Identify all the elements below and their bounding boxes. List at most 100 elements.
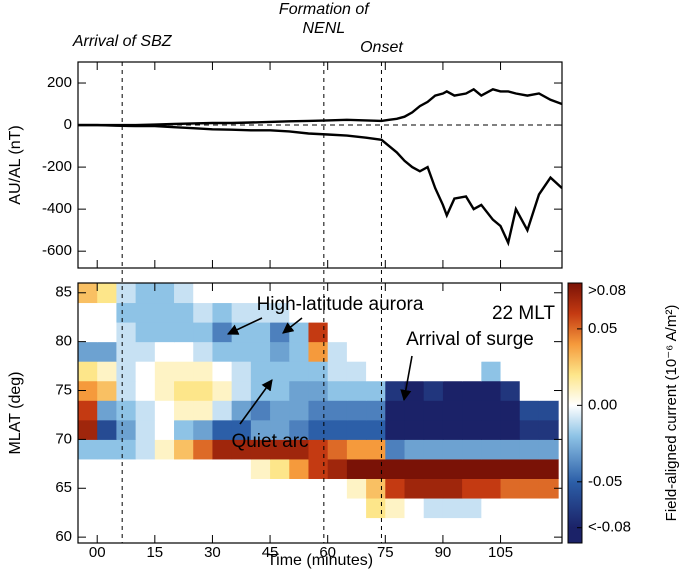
heatmap-cell	[538, 498, 559, 519]
heatmap-cell	[270, 302, 290, 323]
heatmap-cell	[385, 322, 406, 343]
heatmap-cell	[97, 302, 117, 323]
heatmap-cell	[481, 341, 502, 362]
heatmap-cell	[385, 419, 406, 440]
heatmap-cell	[462, 478, 482, 499]
heatmap-cell	[78, 380, 98, 401]
heatmap-cell	[97, 478, 117, 499]
heatmap-cell	[462, 419, 482, 440]
heatmap-cell	[135, 439, 156, 460]
heatmap-cell	[404, 322, 425, 343]
heatmap-cell	[327, 439, 348, 460]
x-tick-label: 30	[204, 544, 221, 561]
au-al-line	[78, 123, 562, 247]
heatmap-cell	[174, 380, 194, 401]
heatmap-cell	[97, 419, 117, 440]
x-tick-label: 90	[435, 544, 452, 561]
heatmap-cell	[231, 478, 252, 499]
heatmap-cell	[462, 302, 482, 323]
plot-frame	[77, 61, 563, 269]
heatmap-cell	[423, 439, 444, 460]
heatmap-cell	[423, 322, 444, 343]
heatmap-cell	[135, 458, 156, 479]
heatmap-cell	[442, 498, 463, 519]
heatmap-cell	[193, 322, 213, 343]
heatmap-cell	[308, 361, 329, 382]
heatmap-cell	[481, 400, 502, 421]
heatmap-cell	[327, 458, 348, 479]
heatmap-cell	[270, 380, 290, 401]
heatmap-cell	[538, 380, 559, 401]
heatmap-cell	[308, 458, 329, 479]
heatmap-cell	[442, 341, 463, 362]
heatmap-cell	[327, 498, 348, 519]
heatmap-cell	[481, 458, 502, 479]
x-tick-label: 00	[89, 544, 106, 561]
heatmap-cell	[442, 458, 463, 479]
heatmap-cell	[462, 322, 482, 343]
heatmap-cell	[289, 341, 309, 362]
heatmap-cell	[385, 361, 406, 382]
heatmap-cell	[500, 400, 521, 421]
heatmap-cell	[174, 478, 194, 499]
heatmap-cell	[193, 361, 213, 382]
heatmap-cell	[135, 322, 156, 343]
event-label: Onset	[360, 39, 403, 56]
heatmap-cell	[116, 458, 137, 479]
arrow	[239, 379, 273, 425]
heatmap-cell	[116, 341, 137, 362]
heatmap-cell	[308, 380, 329, 401]
x-tick-label: 15	[146, 544, 163, 561]
heatmap-cell	[500, 458, 521, 479]
heatmap-cell	[481, 283, 502, 304]
heatmap-cell	[289, 361, 309, 382]
heatmap-cell	[423, 302, 444, 323]
y-tick-label: -200	[42, 158, 72, 175]
heatmap-cell	[193, 478, 213, 499]
heatmap-cell	[289, 498, 309, 519]
heatmap-cell	[174, 361, 194, 382]
heatmap-cell	[250, 439, 271, 460]
x-axis-label: Time (minutes)	[267, 552, 373, 569]
heatmap-cell	[78, 419, 98, 440]
heatmap-cell	[231, 302, 252, 323]
heatmap-cell	[174, 302, 194, 323]
heatmap-cell	[154, 498, 175, 519]
heatmap-cell	[500, 302, 521, 323]
heatmap-cell	[270, 439, 290, 460]
heatmap-cell	[519, 439, 540, 460]
heatmap-cell	[78, 341, 98, 362]
heatmap-cell	[519, 478, 540, 499]
heatmap-cell	[270, 361, 290, 382]
heatmap-cell	[270, 478, 290, 499]
heatmap-cell	[442, 302, 463, 323]
heatmap-cell	[423, 341, 444, 362]
heatmap-cell	[519, 283, 540, 304]
heatmap-cell	[135, 419, 156, 440]
heatmap-cell	[154, 478, 175, 499]
heatmap-cell	[97, 498, 117, 519]
arrow	[282, 317, 303, 334]
annotation: Quiet arc	[231, 431, 308, 452]
x-tick-label: 45	[262, 544, 279, 561]
event-label: Arrival of SBZ	[72, 33, 173, 50]
heatmap-cell	[327, 380, 348, 401]
heatmap-cell	[366, 419, 386, 440]
heatmap	[78, 283, 559, 519]
heatmap-cell	[346, 498, 367, 519]
heatmap-cell	[385, 380, 406, 401]
heatmap-cell	[97, 322, 117, 343]
heatmap-cell	[442, 361, 463, 382]
heatmap-cell	[154, 322, 175, 343]
heatmap-cell	[250, 478, 271, 499]
heatmap-cell	[404, 302, 425, 323]
heatmap-cell	[308, 478, 329, 499]
y-axis-label: AU/AL (nT)	[7, 125, 24, 204]
heatmap-cell	[404, 478, 425, 499]
heatmap-cell	[462, 458, 482, 479]
heatmap-cell	[327, 419, 348, 440]
heatmap-cell	[174, 458, 194, 479]
heatmap-cell	[346, 478, 367, 499]
heatmap-cell	[346, 439, 367, 460]
heatmap-cell	[231, 458, 252, 479]
